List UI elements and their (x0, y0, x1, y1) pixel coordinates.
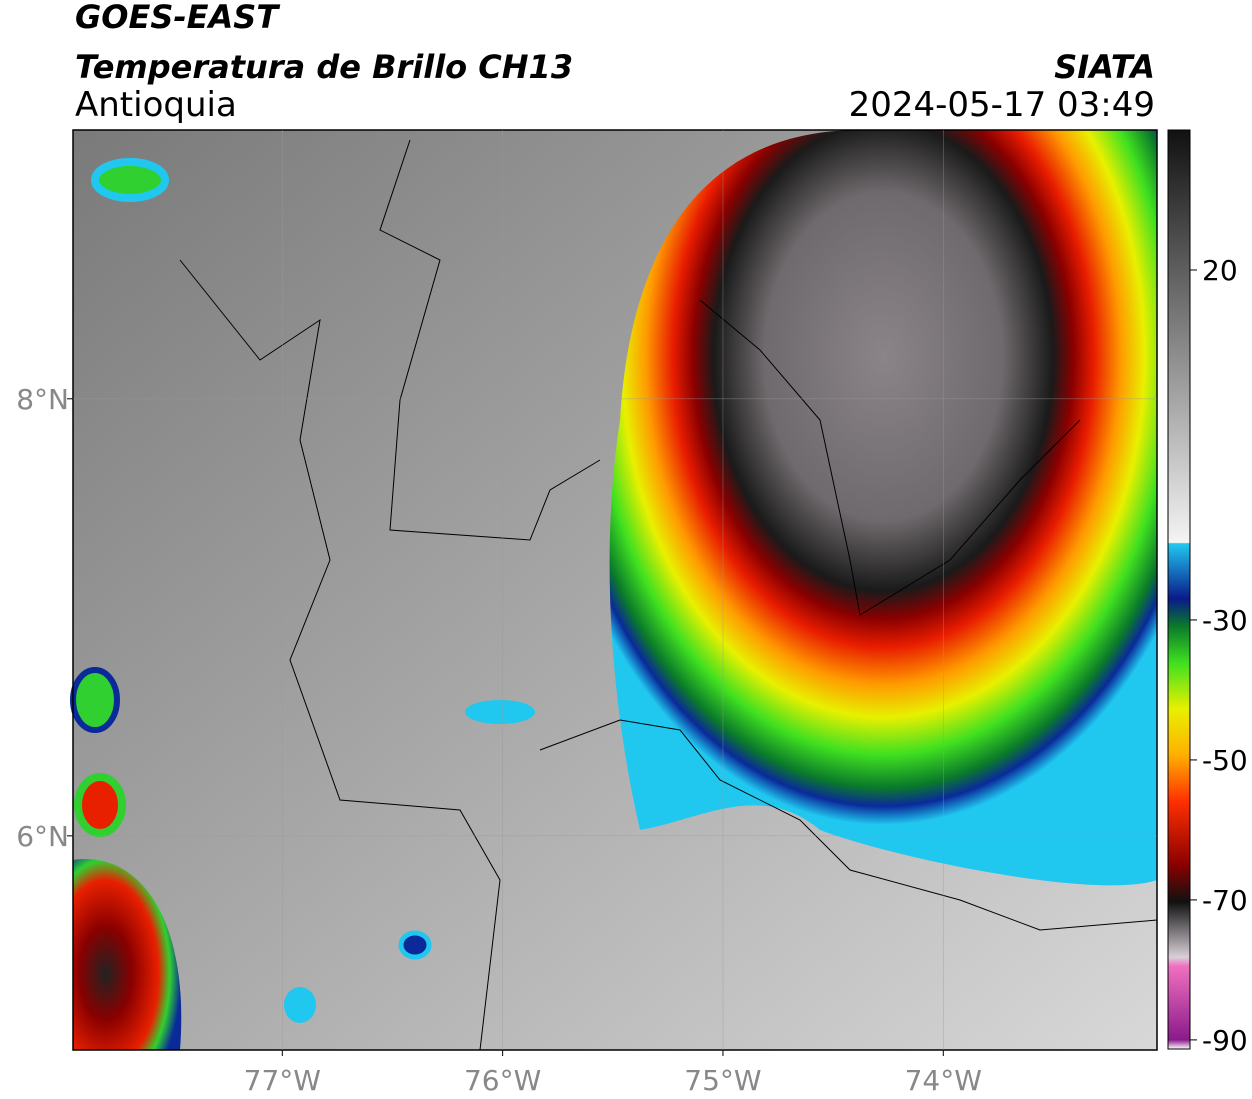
colorbar-label: -50 (1202, 744, 1248, 777)
border (539, 719, 1158, 931)
cell (73, 859, 182, 1050)
colorbar-label: -90 (1202, 1024, 1248, 1057)
colorbar-label: -70 (1202, 884, 1248, 917)
x-tick-label: 76°W (464, 1064, 541, 1097)
y-tick-label: 6°N (16, 820, 69, 853)
map (70, 129, 1158, 1051)
x-tick-label: 74°W (905, 1064, 982, 1097)
cell (284, 987, 316, 1023)
border (379, 139, 601, 541)
satellite: GOES-EAST (75, 0, 280, 36)
cell (91, 158, 169, 202)
product: Temperatura de Brillo CH13 (75, 48, 573, 86)
colorbar (1167, 129, 1191, 1050)
border (699, 299, 1081, 616)
datetime: 2024-05-17 03:49 (849, 85, 1155, 125)
cell (465, 700, 535, 724)
cell (398, 930, 432, 960)
y-tick-label: 8°N (16, 383, 69, 416)
region: Antioquia (75, 85, 237, 125)
x-tick-label: 75°W (684, 1064, 761, 1097)
cell (74, 773, 126, 837)
border (179, 259, 501, 1051)
source: SIATA (1054, 48, 1155, 86)
x-tick-label: 77°W (244, 1064, 321, 1097)
frame (72, 129, 1158, 1051)
colorbar-label: -30 (1202, 604, 1248, 637)
cell (70, 667, 120, 733)
storm (609, 130, 1157, 886)
colorbar-label: 20 (1202, 254, 1238, 287)
